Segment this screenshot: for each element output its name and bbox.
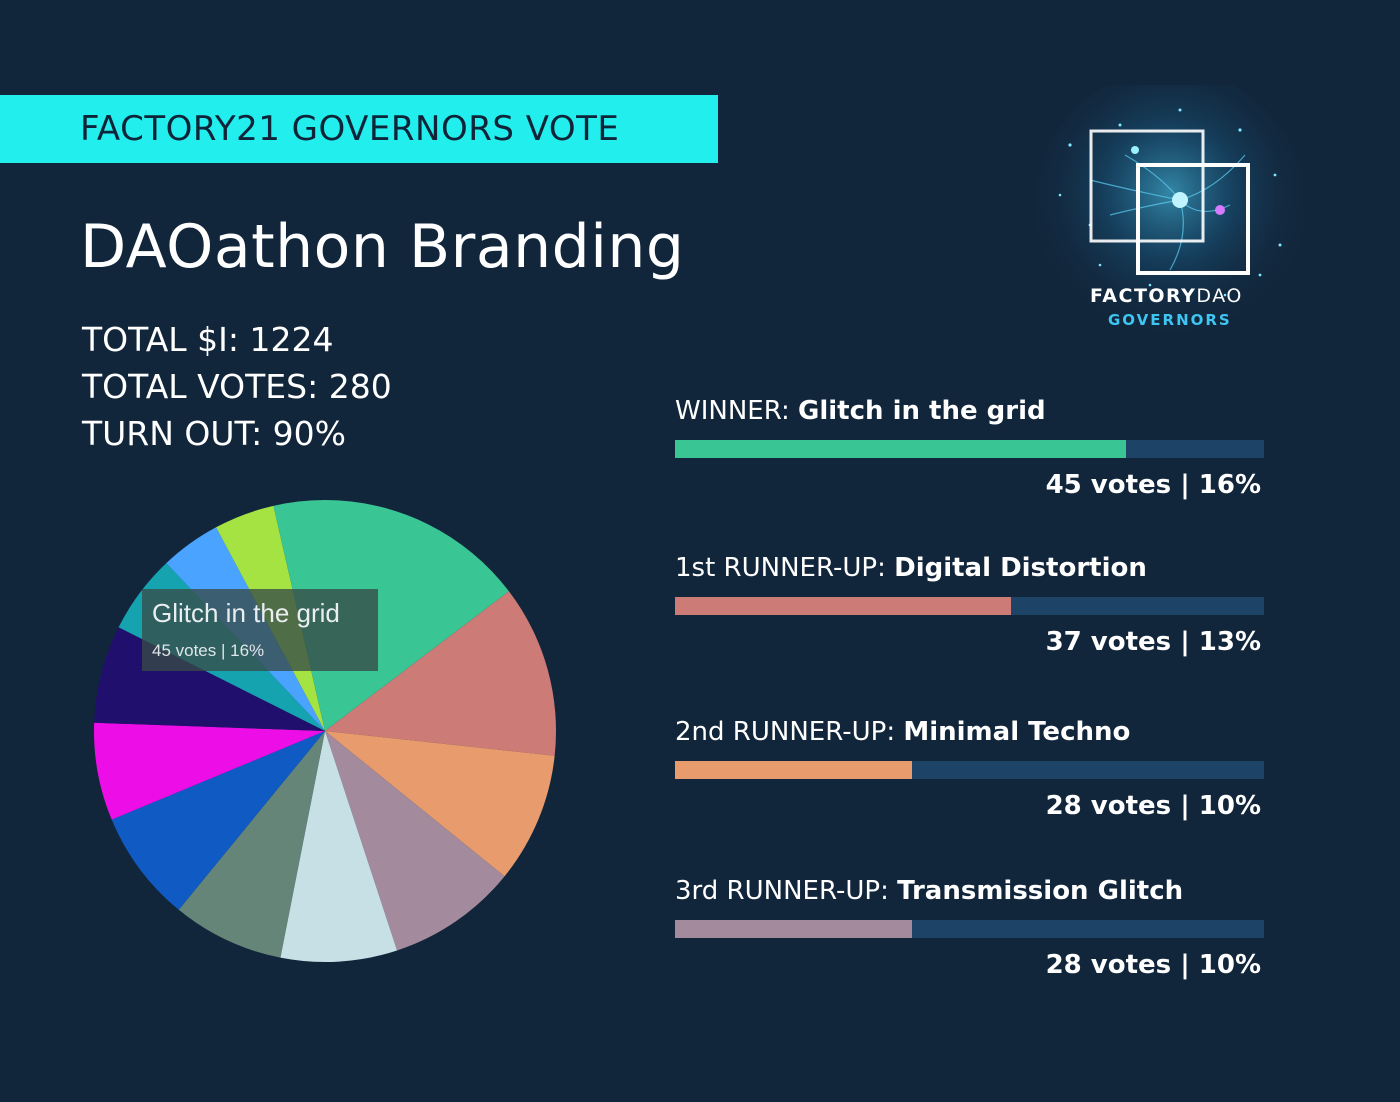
result-bar-fill: [675, 440, 1126, 458]
vote-pie-chart: [94, 500, 556, 962]
result-rank: 2nd RUNNER-UP:: [675, 717, 904, 747]
tooltip-votes: 45 votes | 16%: [152, 641, 265, 660]
result-bar-track: [675, 920, 1264, 938]
result-bar-track: [675, 761, 1264, 779]
pie-slice[interactable]: [325, 500, 509, 731]
pie-slice[interactable]: [94, 722, 325, 820]
factorydao-governors-logo: [1035, 85, 1305, 340]
stat-turnout: TURN OUT: 90%: [82, 414, 347, 453]
result-label: 2nd RUNNER-UP: Minimal Techno: [675, 714, 1265, 750]
page-title: DAOathon Branding: [80, 212, 685, 282]
vote-stats: TOTAL $I: 1224 TOTAL VOTES: 280 TURN OUT…: [82, 316, 392, 457]
result-bar-fill: [675, 597, 1011, 615]
result-rank: WINNER:: [675, 396, 798, 426]
result-bar-track: [675, 440, 1264, 458]
result-winner: WINNER: Glitch in the grid 45 votes | 16…: [675, 393, 1265, 503]
result-votes: 28 votes | 10%: [1045, 950, 1261, 980]
pie-slice[interactable]: [280, 731, 398, 962]
result-third-runner-up: 3rd RUNNER-UP: Transmission Glitch 28 vo…: [675, 873, 1265, 983]
result-name: Glitch in the grid: [798, 396, 1046, 426]
logo-word-light: DAO: [1196, 285, 1243, 307]
logo-word-bold: FACTORY: [1090, 285, 1197, 307]
result-label: 3rd RUNNER-UP: Transmission Glitch: [675, 873, 1265, 909]
pie-slice[interactable]: [111, 731, 325, 910]
result-name: Transmission Glitch: [897, 876, 1184, 906]
pie-tooltip: Glitch in the grid 45 votes | 16%: [142, 589, 378, 671]
result-bar-fill: [675, 761, 913, 779]
result-rank: 3rd RUNNER-UP:: [675, 876, 898, 906]
result-rank: 1st RUNNER-UP:: [675, 553, 895, 583]
pie-slice[interactable]: [178, 731, 325, 958]
result-second-runner-up: 2nd RUNNER-UP: Minimal Techno 28 votes |…: [675, 714, 1265, 824]
stat-total-votes: TOTAL VOTES: 280: [82, 367, 392, 406]
result-first-runner-up: 1st RUNNER-UP: Digital Distortion 37 vot…: [675, 550, 1265, 660]
result-bar-track: [675, 597, 1264, 615]
vote-banner: FACTORY21 GOVERNORS VOTE: [0, 95, 718, 163]
result-label: 1st RUNNER-UP: Digital Distortion: [675, 550, 1265, 586]
result-name: Minimal Techno: [903, 717, 1131, 747]
result-votes: 28 votes | 10%: [1045, 791, 1261, 821]
pie-slice[interactable]: [325, 731, 505, 951]
logo-subtitle: GOVERNORS: [1108, 311, 1232, 329]
logo-wordmark: FACTORYDAO: [1090, 285, 1243, 307]
result-label: WINNER: Glitch in the grid: [675, 393, 1265, 429]
tooltip-title: Glitch in the grid: [152, 598, 340, 628]
pie-slice[interactable]: [325, 731, 555, 877]
result-votes: 45 votes | 16%: [1045, 470, 1261, 500]
result-bar-fill: [675, 920, 913, 938]
stat-total-i: TOTAL $I: 1224: [82, 320, 334, 359]
pie-slice[interactable]: [325, 591, 556, 756]
result-name: Digital Distortion: [894, 553, 1147, 583]
banner-title: FACTORY21 GOVERNORS VOTE: [80, 109, 620, 149]
result-votes: 37 votes | 13%: [1045, 627, 1261, 657]
